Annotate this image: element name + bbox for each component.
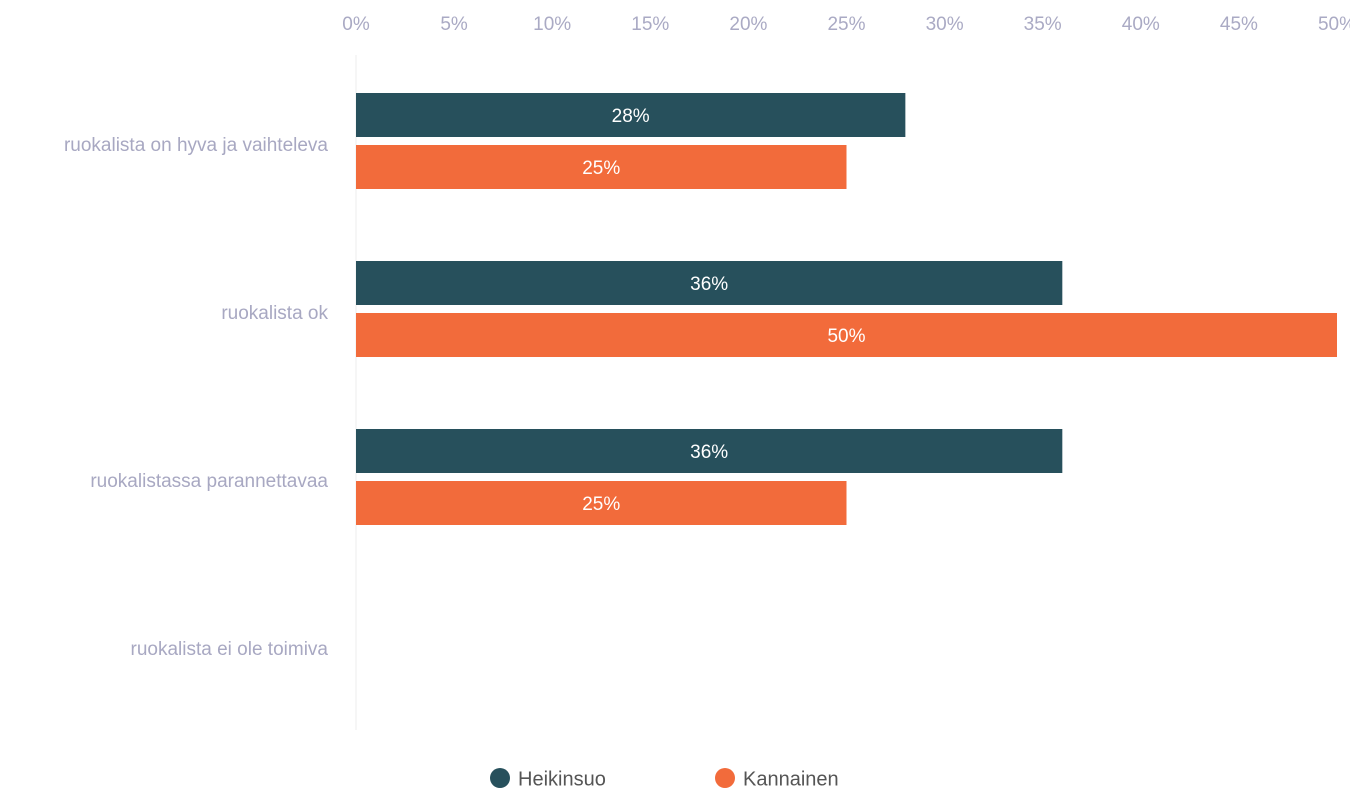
legend-label: Heikinsuo [518, 768, 606, 790]
data-label: 50% [827, 326, 865, 347]
data-label: 25% [582, 158, 620, 179]
x-tick-label: 15% [631, 14, 669, 35]
data-label: 28% [612, 106, 650, 127]
bar [356, 93, 906, 137]
bar [356, 145, 847, 189]
category-label: ruokalista ok [221, 303, 328, 324]
x-tick-label: 45% [1220, 14, 1258, 35]
x-tick-label: 40% [1122, 14, 1160, 35]
legend-label: Kannainen [743, 768, 839, 790]
data-label: 25% [582, 494, 620, 515]
x-tick-label: 25% [827, 14, 865, 35]
x-tick-label: 50% [1318, 14, 1350, 35]
bar [356, 481, 847, 525]
category-label: ruokalistassa parannettavaa [90, 471, 328, 492]
x-tick-label: 30% [926, 14, 964, 35]
x-tick-label: 20% [729, 14, 767, 35]
data-label: 36% [690, 442, 728, 463]
legend-marker [490, 768, 510, 788]
bar [356, 429, 1063, 473]
legend-marker [715, 768, 735, 788]
category-label: ruokalista ei ole toimiva [131, 639, 329, 660]
category-label: ruokalista on hyva ja vaihteleva [64, 135, 328, 156]
data-label: 36% [690, 274, 728, 295]
x-tick-label: 0% [342, 14, 370, 35]
bar [356, 261, 1063, 305]
x-tick-label: 5% [440, 14, 468, 35]
bar [356, 313, 1337, 357]
x-tick-label: 35% [1024, 14, 1062, 35]
x-tick-label: 10% [533, 14, 571, 35]
